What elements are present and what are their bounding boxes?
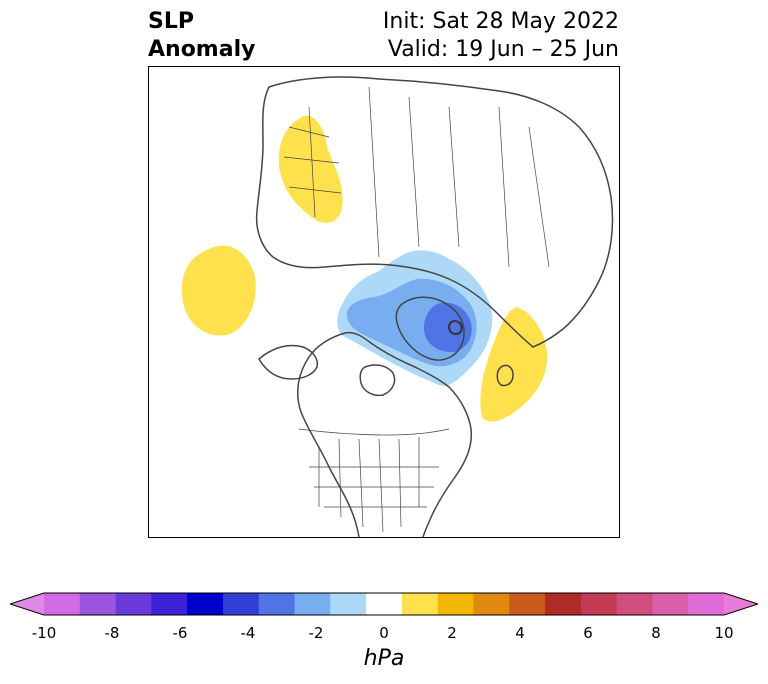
greenland-coast: [395, 296, 465, 361]
hudson-bay: [359, 364, 396, 397]
alaska-coast: [258, 344, 319, 380]
colorbar-tick-label: -4: [240, 624, 256, 642]
colorbar-svg: [8, 592, 760, 616]
colorbar-tick-label: 2: [447, 624, 457, 642]
colorbar-tick-label: 10: [714, 624, 734, 642]
colorbar-segment: [44, 593, 81, 615]
map-svg: [181, 76, 614, 537]
colorbar-tick-labels: -10 -8 -6 -4 -2 0 2 4 6 8 10: [0, 624, 768, 644]
colorbar-segment: [222, 593, 260, 615]
colorbar-segment: [115, 593, 152, 615]
colorbar-segment: [366, 593, 403, 615]
colorbar-segment: [187, 593, 224, 615]
positive-anomaly-north-pacific: [181, 245, 256, 336]
colorbar-segment: [294, 593, 331, 615]
negative-anomaly-arctic-core: [423, 302, 472, 353]
colorbar-segment: [473, 593, 510, 615]
eurasia-coast: [255, 76, 614, 348]
map-dates: Init: Sat 28 May 2022 Valid: 19 Jun – 25…: [383, 8, 619, 64]
init-date: Init: Sat 28 May 2022: [382, 9, 619, 34]
colorbar-segment: [401, 593, 439, 615]
colorbar-segment: [580, 593, 618, 615]
colorbar-segment: [688, 593, 725, 615]
colorbar-segment: [79, 593, 117, 615]
colorbar-unit-label: hPa: [363, 646, 405, 671]
colorbar-segment: [258, 593, 296, 615]
map-panel: [148, 66, 620, 538]
anomaly-layer: [181, 115, 548, 422]
colorbar-tick-label: -8: [104, 624, 120, 642]
colorbar: [8, 590, 760, 620]
colorbar-segment: [330, 593, 367, 615]
british-isles: [496, 364, 514, 387]
colorbar-segment: [509, 593, 546, 615]
title-type: Anomaly: [148, 37, 256, 62]
colorbar-extend-min: [10, 593, 44, 615]
colorbar-segment: [437, 593, 474, 615]
us-canada-border: [298, 428, 450, 436]
political-borders: [283, 86, 550, 533]
colorbar-tick-label: 6: [583, 624, 593, 642]
anomaly-minimum-contour: [448, 319, 463, 335]
us-state-lines: [309, 437, 439, 533]
colorbar-tick-label: -10: [31, 624, 57, 642]
map-title: SLP Anomaly: [148, 8, 255, 64]
colorbar-tick-label: -6: [172, 624, 188, 642]
colorbar-tick-label: -2: [308, 624, 324, 642]
colorbar-segment: [545, 593, 582, 615]
coastlines: [255, 76, 614, 537]
colorbar-segment: [151, 593, 188, 615]
colorbar-tick-label: 8: [651, 624, 661, 642]
valid-range: Valid: 19 Jun – 25 Jun: [387, 37, 619, 62]
positive-anomaly-europe: [278, 115, 343, 223]
colorbar-extend-max: [724, 593, 758, 615]
colorbar-tick-label: 0: [379, 624, 389, 642]
europe-borders: [283, 86, 550, 268]
colorbar-segment: [652, 593, 689, 615]
north-america-coast: [296, 331, 473, 537]
colorbar-segment: [616, 593, 653, 615]
colorbar-tick-label: 4: [515, 624, 525, 642]
positive-anomaly-north-atlantic: [480, 307, 548, 422]
title-variable: SLP: [148, 9, 194, 34]
